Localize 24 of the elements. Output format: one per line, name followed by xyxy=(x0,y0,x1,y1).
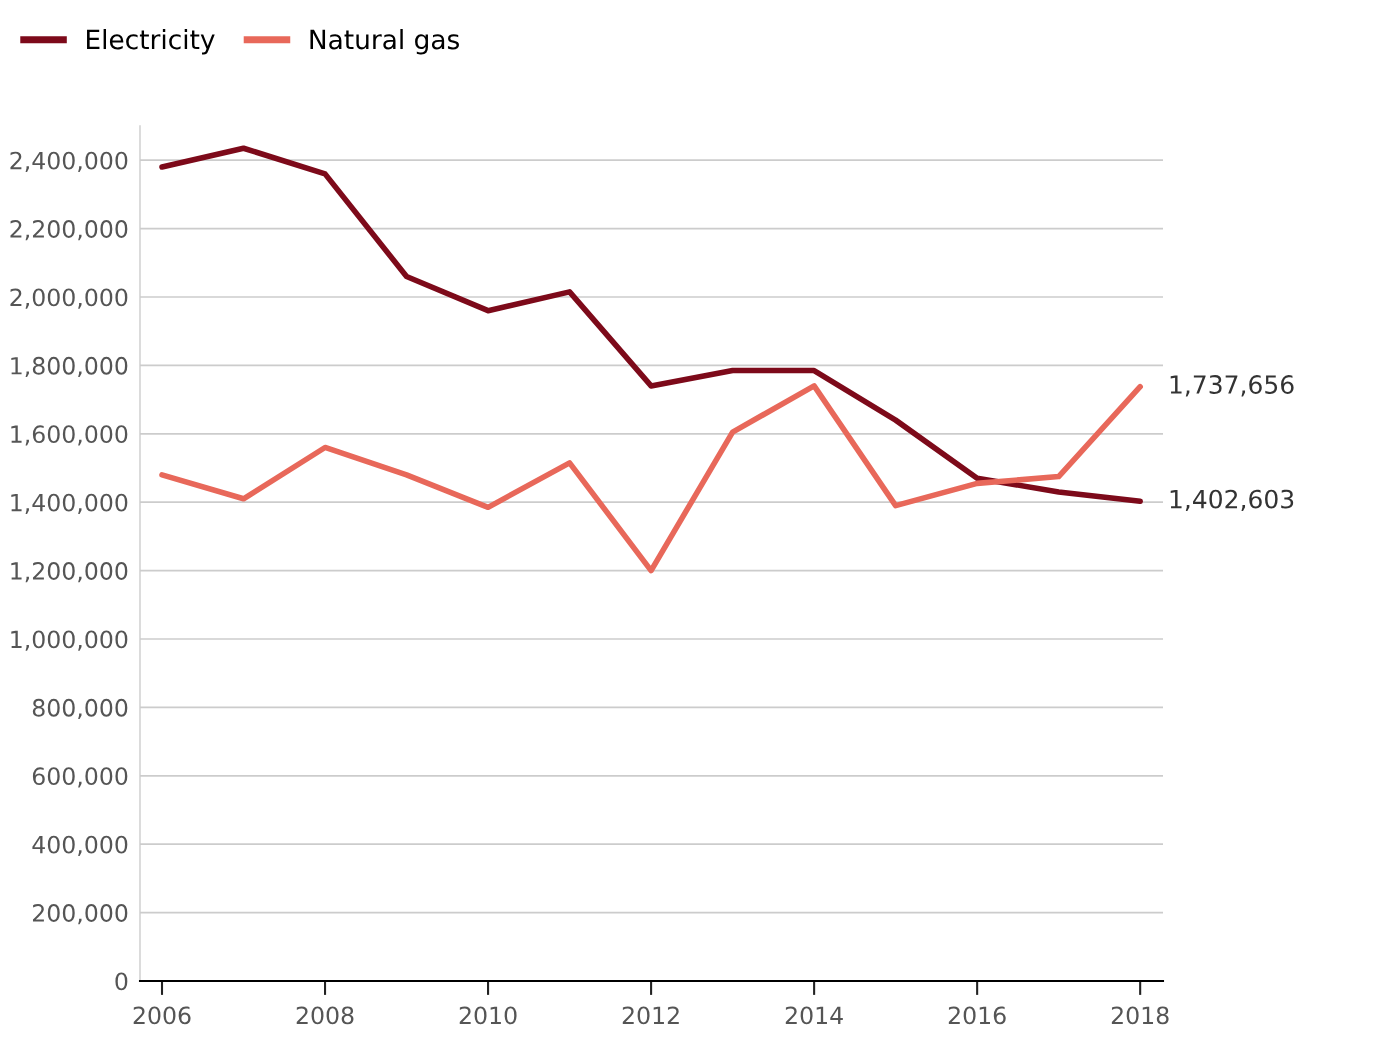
y-tick-label: 1,600,000 xyxy=(11,425,128,446)
y-tick-label: 1,000,000 xyxy=(11,630,128,651)
x-tick-label: 2008 xyxy=(296,1006,354,1025)
x-tick-label: 2018 xyxy=(1111,1006,1169,1025)
legend-label: Natural gas xyxy=(310,28,459,55)
y-tick-label: 200,000 xyxy=(32,904,128,925)
y-tick-label: 2,200,000 xyxy=(10,220,128,241)
x-tick-label: 2006 xyxy=(133,1006,191,1025)
y-tick-label: 400,000 xyxy=(32,835,128,856)
x-tick-label: 2014 xyxy=(785,1006,843,1025)
y-tick-label: 600,000 xyxy=(32,767,128,788)
y-tick-label: 1,400,000 xyxy=(11,493,128,514)
y-tick-label: 1,800,000 xyxy=(11,356,128,378)
annotation: 1,737,656 xyxy=(1170,375,1294,397)
y-tick-label: 0 xyxy=(115,972,128,991)
annotation: 1,402,603 xyxy=(1170,489,1294,512)
x-tick-label: 2010 xyxy=(459,1006,517,1025)
y-tick-label: 1,200,000 xyxy=(11,562,128,583)
y-tick-label: 2,400,000 xyxy=(10,151,128,172)
legend-label: Electricity xyxy=(87,28,215,55)
y-tick-label: 800,000 xyxy=(32,698,128,720)
y-tick-label: 2,000,000 xyxy=(10,288,128,309)
x-tick-label: 2012 xyxy=(622,1006,679,1025)
x-tick-label: 2016 xyxy=(948,1006,1006,1025)
